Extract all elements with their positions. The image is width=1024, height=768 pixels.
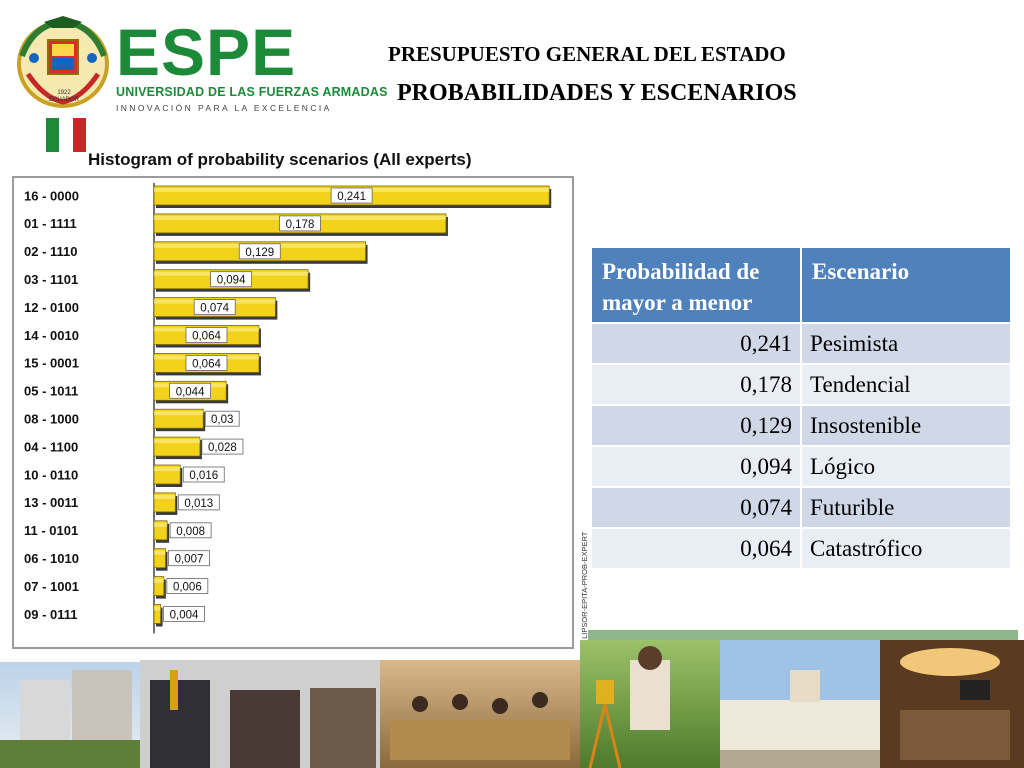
probability-cell: 0,241 (590, 322, 802, 365)
data-label: 0,008 (176, 526, 205, 538)
bar-highlight (154, 494, 176, 499)
category-label: 04 - 1100 (24, 439, 78, 454)
data-label-box (185, 327, 228, 343)
probability-cell: 0,178 (590, 363, 802, 406)
data-label: 0,03 (211, 414, 233, 426)
category-label: 02 - 1110 (24, 244, 78, 259)
data-label-box (177, 494, 220, 511)
decorative-green-bar (588, 630, 1018, 640)
category-label: 01 - 1111 (24, 216, 77, 231)
emblem-year-text: 1922 ECUADOR (48, 90, 79, 103)
data-label-box (210, 271, 252, 288)
scenario-cell: Catastrófico (800, 527, 1012, 570)
data-label-box (169, 522, 212, 539)
category-label: 12 - 0100 (24, 300, 79, 315)
category-label: 05 - 1011 (24, 384, 78, 399)
scenario-cell: Pesimista (800, 322, 1012, 365)
bar (153, 604, 161, 624)
table-row: 0,094 Lógico (590, 445, 1012, 488)
data-label: 0,016 (189, 470, 218, 482)
bar (153, 576, 165, 597)
category-label: 13 - 0011 (24, 495, 78, 510)
logo-university-name: UNIVERSIDAD DE LAS FUERZAS ARMADAS (116, 85, 388, 99)
probability-cell: 0,074 (590, 486, 802, 529)
category-label: 15 - 0001 (24, 356, 79, 371)
data-label: 0,028 (208, 442, 237, 454)
bar-highlight (154, 606, 161, 611)
data-label: 0,178 (286, 219, 315, 231)
logo-wordmark: ESPE (116, 15, 297, 89)
campus-photo-collage (0, 640, 1024, 768)
header-probability: Probabilidad de mayor a menor (590, 246, 802, 324)
page-title-line1: PRESUPUESTO GENERAL DEL ESTADO (388, 42, 786, 66)
data-label: 0,064 (192, 358, 221, 370)
data-label: 0,013 (184, 498, 213, 510)
data-label-box (163, 606, 205, 622)
data-label-box (166, 578, 209, 595)
data-label: 0,006 (173, 582, 202, 594)
data-label-box (169, 382, 211, 399)
scenario-cell: Lógico (800, 445, 1012, 488)
data-label-box (201, 438, 244, 455)
coat-of-arms-emblem (17, 16, 109, 108)
scenario-cell: Tendencial (800, 363, 1012, 406)
data-label: 0,044 (176, 386, 205, 398)
page-title-line2: PROBABILIDADES Y ESCENARIOS (397, 80, 797, 106)
bar-highlight (154, 439, 200, 444)
data-label-box (168, 550, 210, 567)
data-label-box (204, 410, 240, 427)
category-label: 10 - 0110 (24, 467, 78, 482)
bar-highlight (154, 522, 168, 527)
flag-stripe (46, 118, 86, 152)
probability-cell: 0,064 (590, 527, 802, 570)
scenario-cell: Futurible (800, 486, 1012, 529)
data-label-box (330, 187, 373, 204)
table-row: 0,178 Tendencial (590, 363, 1012, 406)
scenario-table: Probabilidad de mayor a menor Escenario … (590, 246, 1012, 570)
table-row: 0,129 Insostenible (590, 404, 1012, 447)
bar-highlight (154, 550, 166, 555)
data-label-box (182, 466, 225, 483)
bar (153, 548, 166, 569)
category-label: 11 - 0101 (24, 523, 78, 538)
bar-highlight (154, 578, 164, 583)
table-row: 0,074 Futurible (590, 486, 1012, 529)
category-label: 03 - 1101 (24, 272, 78, 287)
category-label: 08 - 1000 (24, 411, 79, 426)
chart-title: Histogram of probability scenarios (All … (88, 150, 472, 169)
category-label: 07 - 1001 (24, 579, 79, 594)
data-label: 0,074 (200, 303, 229, 315)
category-label: 06 - 1010 (24, 551, 79, 566)
header-scenario: Escenario (800, 246, 1012, 324)
table-header-row: Probabilidad de mayor a menor Escenario (590, 246, 1012, 324)
data-label-box (279, 215, 321, 232)
bar-highlight (154, 467, 181, 471)
data-label-box (185, 354, 228, 371)
data-label: 0,094 (217, 275, 246, 287)
logo-slogan: INNOVACIÓN PARA LA EXCELENCIA (116, 103, 332, 113)
bar-highlight (154, 411, 204, 416)
table-row: 0,064 Catastrófico (590, 527, 1012, 570)
data-label-box (238, 243, 281, 260)
category-label: 16 - 0000 (24, 188, 79, 203)
category-label: 09 - 0111 (24, 607, 78, 622)
data-label: 0,007 (175, 554, 204, 566)
category-label: 14 - 0010 (24, 328, 79, 343)
scenario-cell: Insostenible (800, 404, 1012, 447)
data-label: 0,129 (245, 247, 274, 259)
probability-cell: 0,129 (590, 404, 802, 447)
probability-cell: 0,094 (590, 445, 802, 488)
data-label: 0,241 (337, 191, 366, 203)
table-row: 0,241 Pesimista (590, 322, 1012, 365)
data-label: 0,004 (170, 610, 199, 622)
histogram-chart: 16 - 0000 0,241 01 - 1111 0,178 02 - 1110 0,1… (24, 183, 552, 634)
data-label: 0,064 (192, 331, 221, 343)
espe-logo: 1922 ECUADOR ESPE UNIVERSIDAD DE LAS FUER… (14, 14, 388, 122)
data-label-box (193, 299, 236, 315)
